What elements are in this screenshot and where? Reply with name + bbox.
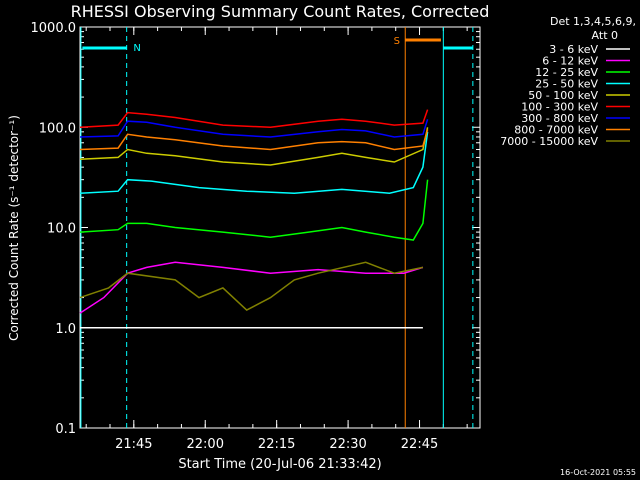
legend-header-2: Att 0: [592, 29, 618, 42]
saa-label: S: [394, 36, 400, 47]
legend-entry: 300 - 800 keV: [521, 112, 598, 125]
series-line: [79, 129, 429, 151]
legend-entry: 12 - 25 keV: [535, 66, 598, 79]
y-tick-label: 1.0: [55, 322, 76, 337]
x-tick-label: 21:45: [115, 437, 152, 452]
y-tick-label: 100.0: [39, 121, 76, 136]
series-line: [79, 179, 429, 241]
x-tick-label: 22:30: [329, 437, 366, 452]
x-tick-label: 22:00: [187, 437, 224, 452]
series-line: [79, 109, 429, 129]
night-label: N: [133, 43, 140, 54]
legend-entry: 800 - 7000 keV: [514, 124, 598, 137]
series-line: [79, 131, 429, 194]
y-tick-label: 0.1: [55, 422, 76, 437]
series-line: [79, 119, 429, 138]
legend-entry: 50 - 100 keV: [528, 89, 598, 102]
legend-header-1: Det 1,3,4,5,6,9,: [550, 15, 636, 28]
legend-entry: 100 - 300 keV: [521, 101, 598, 114]
y-tick-label: 1000.0: [31, 21, 77, 36]
legend-entry: 6 - 12 keV: [542, 55, 598, 68]
series-line: [79, 261, 424, 312]
legend-entry: 7000 - 15000 keV: [500, 135, 598, 148]
plot-area: 0.1 1.0 10.0 100.0 1000.0 21:45 22:00 22:15 22:3…: [31, 21, 630, 452]
x-axis-label: Start Time (20-Jul-06 21:33:42): [178, 457, 381, 472]
chart-title: RHESSI Observing Summary Count Rates, Co…: [71, 2, 490, 21]
x-tick-label: 22:15: [258, 437, 295, 452]
series-line: [79, 127, 429, 166]
y-tick-label: 10.0: [47, 222, 76, 237]
footer-timestamp: 16-Oct-2021 05:55: [560, 468, 636, 477]
y-axis-label: Corrected Count Rate (s⁻¹ detector⁻¹): [7, 115, 21, 341]
legend-entry: 3 - 6 keV: [549, 43, 598, 56]
legend-entry: 25 - 50 keV: [535, 78, 598, 91]
series-line: [79, 261, 424, 314]
x-tick-label: 22:45: [401, 437, 438, 452]
